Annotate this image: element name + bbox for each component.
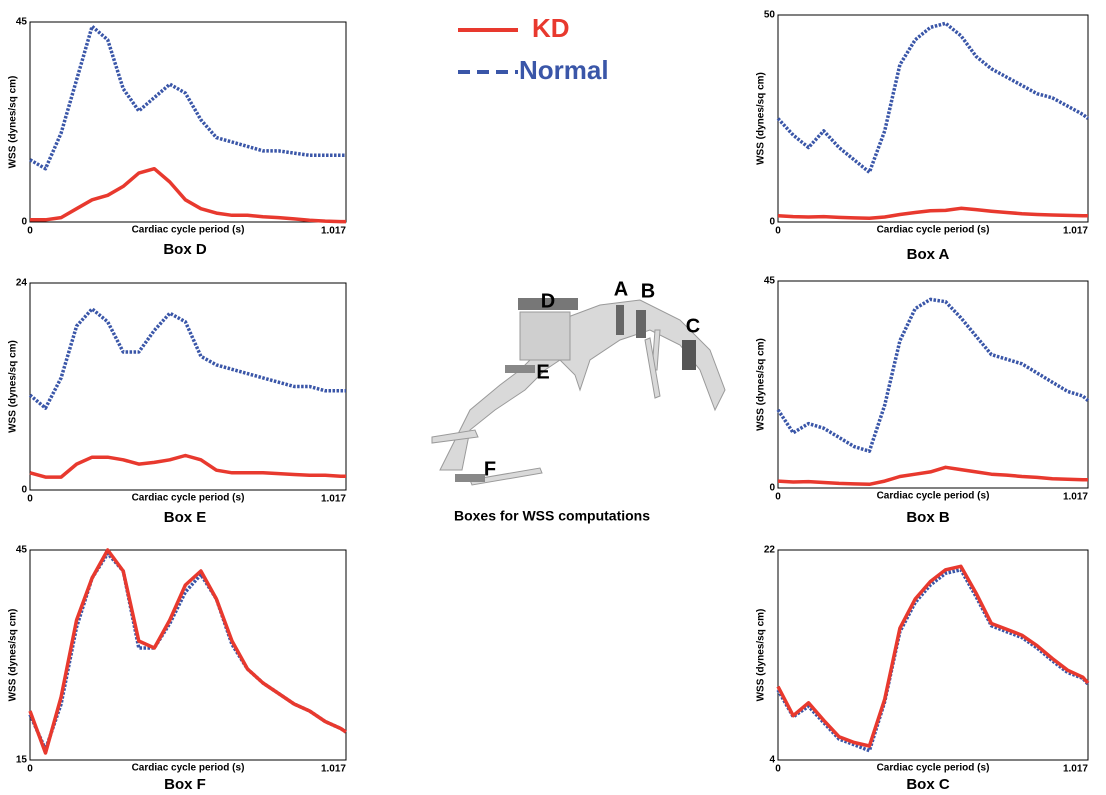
diagram-label: A	[614, 278, 628, 300]
plot-frame	[777, 280, 1089, 489]
legend-label: Normal	[519, 55, 609, 85]
series-line	[29, 453, 346, 479]
y-tick-label: 50	[764, 10, 776, 21]
y-tick-label: 45	[16, 545, 28, 556]
series-line	[30, 166, 346, 224]
vessel	[439, 299, 726, 471]
vessel-branch	[431, 429, 479, 444]
series-line	[29, 24, 346, 171]
plot-frame	[777, 549, 1089, 761]
box-c	[682, 340, 696, 370]
box-e	[505, 365, 535, 373]
x-tick-label: 0	[27, 494, 33, 505]
y-axis-label: WSS (dynes/sq cm)	[8, 76, 19, 169]
y-tick-label: 45	[764, 276, 776, 287]
chart-title: Box E	[164, 509, 207, 526]
box-d	[519, 311, 571, 361]
y-tick-label: 0	[769, 483, 775, 494]
series-line	[28, 548, 347, 755]
x-tick-label: 1.017	[321, 226, 346, 237]
x-tick-label: 0	[775, 764, 781, 775]
box-d-top	[518, 298, 578, 310]
plot-frame	[29, 282, 347, 491]
x-tick-label: 1.017	[321, 764, 346, 775]
vessel-branch	[469, 467, 543, 486]
series-line	[776, 21, 1090, 175]
diagram-label: D	[541, 290, 555, 312]
series-line	[776, 568, 1090, 753]
diagram-caption: Boxes for WSS computations	[454, 508, 650, 524]
y-tick-label: 0	[21, 217, 27, 228]
chart-title: Box F	[164, 776, 206, 793]
x-axis-label: Cardiac cycle period (s)	[132, 225, 245, 236]
legend-label: KD	[532, 13, 570, 43]
diagram-label: B	[641, 280, 655, 302]
vessel-branch	[644, 337, 661, 399]
x-axis-label: Cardiac cycle period (s)	[877, 491, 990, 502]
y-tick-label: 24	[16, 278, 28, 289]
y-tick-label: 0	[769, 217, 775, 228]
series-line	[28, 307, 346, 410]
y-axis-label: WSS (dynes/sq cm)	[756, 72, 767, 165]
y-axis-label: WSS (dynes/sq cm)	[8, 340, 19, 433]
x-tick-label: 0	[27, 226, 33, 237]
y-tick-label: 15	[16, 755, 28, 766]
box-f	[455, 474, 485, 482]
x-tick-label: 0	[775, 492, 781, 503]
x-tick-label: 0	[775, 226, 781, 237]
y-axis-label: WSS (dynes/sq cm)	[756, 609, 767, 702]
plot-frame	[777, 14, 1089, 223]
series-line	[777, 465, 1088, 487]
chart-title: Box D	[163, 241, 207, 258]
x-axis-label: Cardiac cycle period (s)	[877, 763, 990, 774]
y-axis-label: WSS (dynes/sq cm)	[756, 338, 767, 431]
x-tick-label: 1.017	[1063, 764, 1088, 775]
y-tick-label: 4	[769, 755, 775, 766]
x-tick-label: 1.017	[1063, 226, 1088, 237]
x-tick-label: 0	[27, 764, 33, 775]
series-line	[776, 564, 1090, 748]
series-line	[777, 206, 1088, 221]
y-tick-label: 22	[764, 545, 776, 556]
chart-title: Box C	[906, 776, 950, 793]
x-tick-label: 1.017	[321, 494, 346, 505]
chart-title: Box A	[907, 246, 950, 263]
diagram-label: F	[484, 458, 496, 480]
plot-frame	[29, 549, 347, 761]
y-axis-label: WSS (dynes/sq cm)	[8, 609, 19, 702]
plot-frame	[29, 21, 347, 223]
x-axis-label: Cardiac cycle period (s)	[132, 493, 245, 504]
x-tick-label: 1.017	[1063, 492, 1088, 503]
diagram-label: C	[686, 315, 700, 337]
vessel-diagram	[431, 298, 726, 486]
box-b	[636, 310, 646, 338]
y-tick-label: 0	[21, 485, 27, 496]
diagram-label: E	[536, 361, 549, 383]
box-a	[616, 305, 624, 335]
chart-title: Box B	[906, 509, 950, 526]
series-line	[776, 297, 1090, 453]
y-tick-label: 45	[16, 17, 28, 28]
x-axis-label: Cardiac cycle period (s)	[132, 763, 245, 774]
x-axis-label: Cardiac cycle period (s)	[877, 225, 990, 236]
